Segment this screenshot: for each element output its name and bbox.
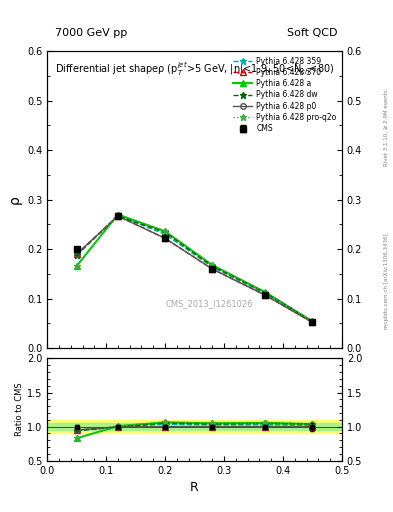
Legend: Pythia 6.428 359, Pythia 6.428 370, Pythia 6.428 a, Pythia 6.428 dw, Pythia 6.42: Pythia 6.428 359, Pythia 6.428 370, Pyth…	[232, 55, 338, 135]
Pythia 6.428 p0	[163, 235, 167, 241]
Bar	[47, 423, 342, 430]
Pythia 6.428 a	[74, 263, 79, 269]
Pythia 6.428 pro-q2o	[263, 290, 268, 296]
Y-axis label: Ratio to CMS: Ratio to CMS	[15, 383, 24, 436]
Pythia 6.428 p0	[263, 292, 268, 298]
Pythia 6.428 p0	[74, 251, 79, 257]
Pythia 6.428 dw	[210, 263, 215, 269]
Line: Pythia 6.428 p0: Pythia 6.428 p0	[74, 213, 315, 325]
Pythia 6.428 370	[263, 292, 268, 298]
Pythia 6.428 a	[163, 228, 167, 234]
Pythia 6.428 359	[263, 291, 268, 297]
Pythia 6.428 pro-q2o	[210, 262, 215, 268]
X-axis label: R: R	[190, 481, 199, 494]
Pythia 6.428 a	[310, 318, 315, 325]
Pythia 6.428 dw	[263, 290, 268, 296]
Pythia 6.428 359	[116, 212, 120, 219]
Pythia 6.428 370	[163, 235, 167, 241]
Pythia 6.428 370	[310, 319, 315, 326]
Text: Differential jet shapeρ (p$_T^{jet}$>5 GeV, |η|<1.9, 50<N$_{ch}$<80): Differential jet shapeρ (p$_T^{jet}$>5 G…	[55, 60, 334, 78]
Pythia 6.428 a	[263, 289, 268, 295]
Pythia 6.428 359	[163, 231, 167, 238]
Pythia 6.428 dw	[116, 213, 120, 219]
Bar	[47, 420, 342, 434]
Text: CMS_2013_I1261026: CMS_2013_I1261026	[165, 299, 253, 308]
Pythia 6.428 p0	[116, 213, 120, 219]
Line: Pythia 6.428 dw: Pythia 6.428 dw	[73, 212, 316, 325]
Line: Pythia 6.428 a: Pythia 6.428 a	[73, 211, 316, 325]
Pythia 6.428 pro-q2o	[163, 228, 167, 234]
Pythia 6.428 370	[74, 251, 79, 257]
Pythia 6.428 dw	[74, 252, 79, 258]
Pythia 6.428 a	[210, 262, 215, 268]
Pythia 6.428 359	[310, 319, 315, 325]
Text: mcplots.cern.ch [arXiv:1306.3436]: mcplots.cern.ch [arXiv:1306.3436]	[384, 234, 389, 329]
Y-axis label: ρ: ρ	[7, 195, 21, 204]
Line: Pythia 6.428 359: Pythia 6.428 359	[73, 212, 316, 326]
Line: Pythia 6.428 pro-q2o: Pythia 6.428 pro-q2o	[73, 211, 316, 325]
Text: 7000 GeV pp: 7000 GeV pp	[55, 28, 127, 38]
Pythia 6.428 370	[210, 266, 215, 272]
Pythia 6.428 370	[116, 213, 120, 219]
Text: Rivet 3.1.10, ≥ 2.9M events: Rivet 3.1.10, ≥ 2.9M events	[384, 90, 389, 166]
Pythia 6.428 p0	[210, 266, 215, 272]
Pythia 6.428 dw	[163, 229, 167, 236]
Text: Soft QCD: Soft QCD	[288, 28, 338, 38]
Pythia 6.428 a	[116, 211, 120, 218]
Pythia 6.428 p0	[310, 319, 315, 326]
Pythia 6.428 359	[210, 264, 215, 270]
Line: Pythia 6.428 370: Pythia 6.428 370	[74, 213, 315, 325]
Pythia 6.428 pro-q2o	[310, 318, 315, 325]
Pythia 6.428 pro-q2o	[74, 263, 79, 269]
Pythia 6.428 dw	[310, 318, 315, 325]
Pythia 6.428 pro-q2o	[116, 211, 120, 218]
Pythia 6.428 359	[74, 252, 79, 258]
